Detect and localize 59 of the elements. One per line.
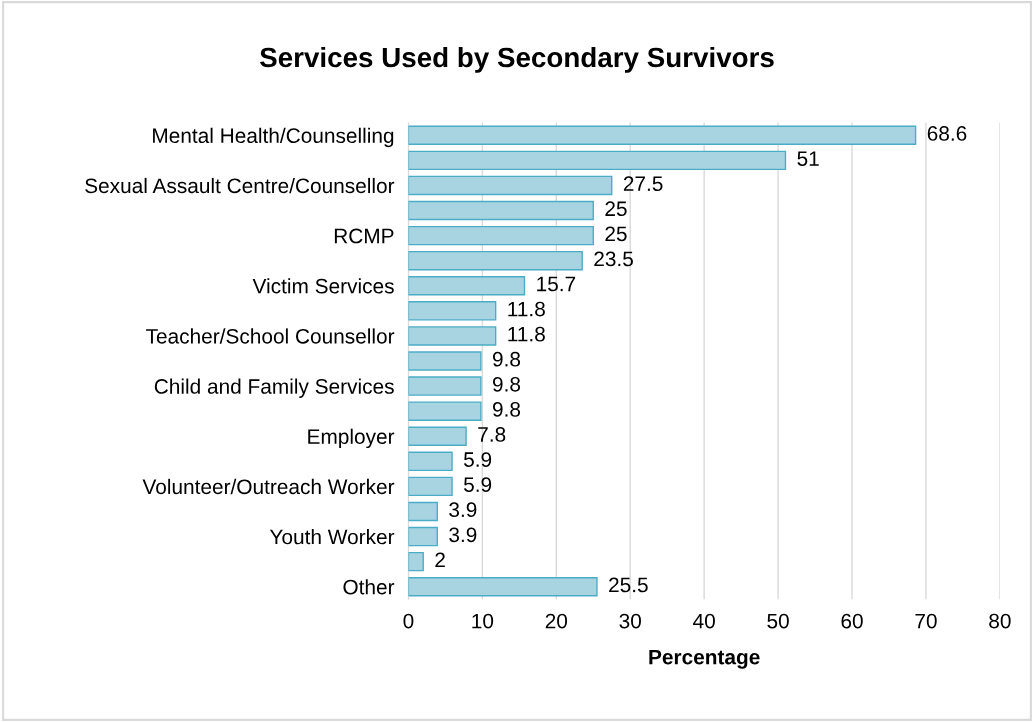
bar (408, 551, 424, 572)
bar (408, 276, 526, 296)
bar (408, 576, 598, 597)
x-tick-label: 10 (472, 613, 494, 629)
bar (408, 225, 594, 246)
bar (408, 200, 594, 221)
x-tick-label: 80 (989, 613, 1011, 629)
data-label: 68.6 (927, 126, 967, 141)
bar (408, 326, 497, 346)
x-tick-label: 60 (841, 613, 863, 629)
data-label: 5.9 (463, 477, 492, 492)
data-label: 11.8 (508, 301, 545, 317)
bar (408, 351, 482, 371)
x-tick-label: 0 (403, 613, 414, 629)
data-label: 2 (435, 552, 445, 568)
data-label: 27.5 (623, 176, 663, 192)
bar (408, 250, 583, 271)
x-tick-label: 50 (767, 613, 789, 629)
chart-title: Services Used by Secondary Survivors (259, 46, 774, 73)
y-tick-label: Sexual Assault Centre/Counsellor (85, 177, 395, 194)
data-label: 9.8 (492, 351, 521, 367)
y-tick-label: Other (343, 579, 395, 595)
bar (408, 526, 438, 547)
data-label: 25.5 (609, 577, 648, 593)
y-tick-label: Employer (308, 428, 395, 449)
data-label: 7.8 (478, 427, 506, 442)
bar (408, 476, 453, 497)
bar (408, 301, 497, 321)
bar (408, 125, 917, 146)
y-tick-label: Teacher/School Counsellor (146, 328, 395, 344)
data-label: 11.8 (508, 326, 545, 342)
data-label: 9.8 (492, 376, 521, 392)
data-label: 23.5 (594, 251, 633, 267)
bar (408, 501, 438, 522)
y-tick-label: Victim Services (252, 278, 394, 294)
x-tick-label: 40 (693, 613, 715, 629)
bar (408, 401, 482, 421)
y-tick-label: Youth Worker (269, 529, 395, 545)
x-axis-title: Percentage (649, 649, 760, 669)
x-tick-label: 70 (915, 613, 937, 629)
bar (408, 175, 613, 196)
y-tick-label: RCMP (334, 228, 394, 244)
data-label: 3.9 (449, 527, 477, 543)
y-tick-label: Volunteer/Outreach Worker (142, 478, 395, 495)
data-label: 5.9 (463, 452, 492, 467)
data-label: 9.8 (492, 402, 521, 417)
x-tick-label: 30 (619, 613, 641, 629)
y-tick-label: Mental Health/Counselling (153, 127, 394, 148)
bar (408, 451, 453, 472)
data-label: 15.7 (537, 276, 576, 292)
bar (408, 376, 482, 396)
data-label: 3.9 (449, 502, 477, 518)
y-tick-label: Child and Family Services (154, 378, 394, 398)
data-label: 25 (605, 201, 627, 217)
bar (408, 150, 787, 171)
data-label: 51 (797, 151, 819, 166)
data-label: 25 (605, 226, 627, 242)
bar (408, 426, 467, 446)
x-tick-label: 20 (545, 613, 568, 629)
